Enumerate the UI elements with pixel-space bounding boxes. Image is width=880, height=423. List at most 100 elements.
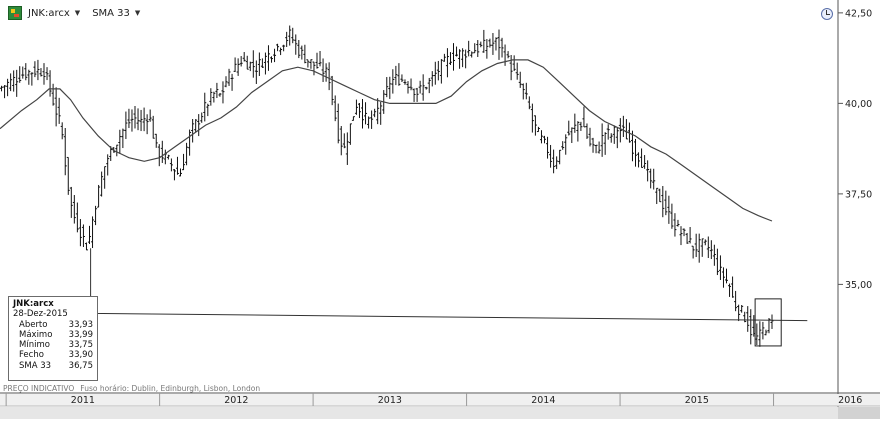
ohlc-bar — [342, 133, 346, 149]
ohlc-bar — [734, 290, 738, 312]
ohlc-bar — [206, 103, 210, 117]
ohlc-bar — [163, 149, 167, 165]
ohlc-bar — [464, 49, 468, 69]
row-label-low: Mínimo — [19, 340, 50, 351]
ohlc-bar — [276, 43, 280, 52]
ohlc-bar — [731, 276, 735, 298]
ohlc-bar — [685, 232, 689, 244]
data-window-row: Fecho 33,90 — [13, 350, 93, 360]
ohlc-bar — [673, 213, 677, 237]
ohlc-bar — [497, 29, 501, 60]
ohlc-bar — [670, 203, 674, 229]
highlight-box — [754, 298, 782, 347]
x-tick-label: 2014 — [531, 395, 555, 406]
ohlc-bar — [273, 48, 277, 63]
ohlc-bar — [115, 144, 119, 157]
ohlc-bar — [88, 225, 92, 244]
ohlc-bar — [106, 154, 110, 176]
ohlc-bar — [603, 132, 607, 155]
support-trendline — [90, 248, 808, 322]
ohlc-bar — [391, 69, 395, 94]
ohlc-bar — [203, 92, 207, 122]
chevron-down-icon: ▼ — [74, 9, 81, 17]
ohlc-bar — [121, 128, 125, 149]
x-tick-label: 2011 — [71, 395, 95, 406]
ohlc-bar — [188, 129, 192, 156]
sma-line-group — [0, 59, 773, 222]
ohlc-bar — [509, 54, 513, 81]
ohlc-bar — [764, 329, 768, 336]
ohlc-bar — [18, 66, 22, 83]
ohlc-bar — [324, 63, 328, 82]
ohlc-bar — [215, 82, 219, 99]
data-window-row: SMA 33 36,75 — [13, 361, 93, 371]
ohlc-bar — [0, 85, 4, 92]
ohlc-bar — [364, 102, 368, 125]
y-tick-label: 35,00 — [845, 280, 872, 291]
ohlc-bar — [251, 50, 255, 78]
ohlc-bar — [485, 39, 489, 59]
ohlc-bar — [439, 59, 443, 84]
timezone-note: Fuso horário: Dublin, Edinburgh, Lisbon,… — [80, 384, 261, 393]
ohlc-bar — [591, 137, 595, 153]
ohlc-bar — [637, 152, 641, 168]
ohlc-bar — [339, 126, 343, 156]
ohlc-bar — [127, 108, 131, 129]
ohlc-bar — [618, 118, 622, 143]
ohlc-bar — [582, 106, 586, 128]
ohlc-bar — [442, 53, 446, 62]
ohlc-bar — [175, 156, 179, 175]
ohlc-bar — [385, 77, 389, 98]
ohlc-bar — [370, 110, 374, 129]
row-label-high: Máximo — [19, 329, 53, 340]
ohlc-bar — [697, 233, 701, 263]
ohlc-bar — [63, 128, 67, 176]
ohlc-bar — [209, 88, 213, 106]
ohlc-bar — [361, 99, 365, 129]
ohlc-bar — [279, 47, 283, 56]
ohlc-bar — [33, 61, 37, 78]
ohlc-bar — [148, 109, 152, 122]
ohlc-bar — [185, 142, 189, 166]
ohlc-bar — [379, 102, 383, 125]
ohlc-bar — [263, 52, 267, 75]
app-logo-icon — [8, 6, 22, 20]
ohlc-bar — [24, 63, 28, 81]
ohlc-bar — [72, 195, 76, 224]
ohlc-bar — [39, 68, 43, 77]
ohlc-bar — [467, 40, 471, 57]
ohlc-bar — [597, 141, 601, 154]
ohlc-bar — [242, 52, 246, 62]
ohlc-bar — [309, 59, 313, 69]
ohlc-bar — [376, 98, 380, 125]
ohlc-bar — [536, 126, 540, 133]
ohlc-bar — [546, 136, 550, 159]
ohlc-bar — [728, 283, 732, 297]
ohlc-bar — [506, 51, 510, 59]
ohlc-bar — [397, 63, 401, 86]
clock-icon[interactable] — [821, 8, 833, 20]
ohlc-bar — [254, 60, 258, 84]
ohlc-bar — [69, 186, 73, 218]
ohlc-bar — [691, 245, 695, 259]
row-value-close: 33,90 — [68, 350, 93, 361]
ohlc-bar — [436, 60, 440, 81]
ohlc-bar — [694, 233, 698, 258]
ohlc-bar — [640, 148, 644, 168]
ohlc-bar — [558, 149, 562, 165]
data-window-row: Aberto 33,93 — [13, 320, 93, 330]
ohlc-bar — [649, 168, 653, 189]
ohlc-bar — [755, 323, 759, 346]
ohlc-bar — [470, 51, 474, 58]
y-tick-label: 42,50 — [845, 8, 872, 19]
indicator-dropdown[interactable]: SMA 33 ▼ — [92, 8, 140, 19]
ohlc-bar — [406, 81, 410, 94]
ohlc-bar — [588, 127, 592, 147]
ohlc-bar — [182, 153, 186, 171]
ohlc-bar — [351, 116, 355, 121]
ohlc-bar — [412, 88, 416, 102]
symbol-dropdown[interactable]: JNK:arcx ▼ — [28, 8, 80, 19]
ohlc-bars — [0, 25, 774, 347]
